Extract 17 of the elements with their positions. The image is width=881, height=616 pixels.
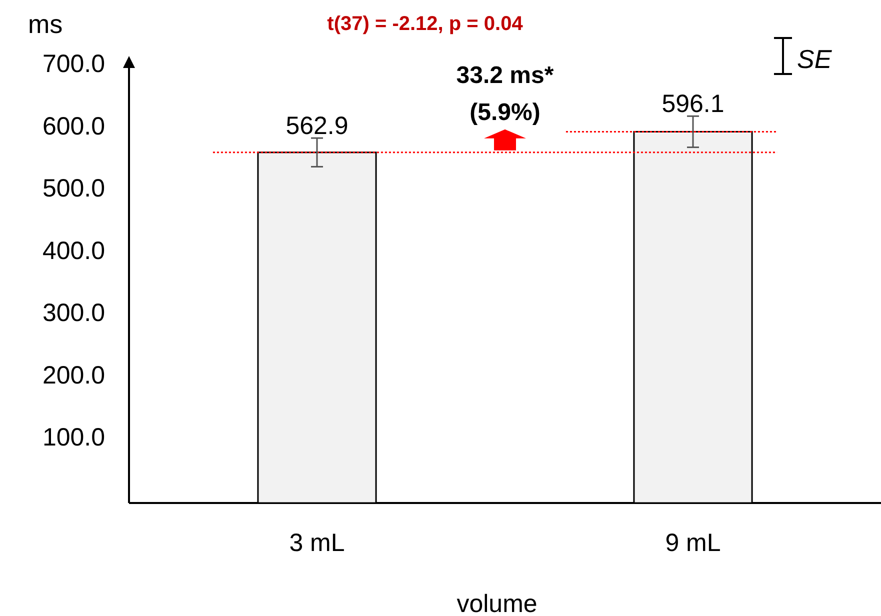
y-tick-label: 200.0 xyxy=(42,361,105,390)
annotation: 33.2 ms* xyxy=(456,62,554,89)
y-tick-label: 500.0 xyxy=(42,174,105,203)
y-tick-label: 600.0 xyxy=(42,112,105,140)
data-label: 562.9 xyxy=(286,112,348,140)
x-tick-label: 3 mL xyxy=(289,528,345,557)
x-axis-title: volume xyxy=(456,590,538,616)
annotation: SE xyxy=(797,44,832,74)
y-tick-label: 400.0 xyxy=(42,236,105,265)
y-tick-label: 300.0 xyxy=(42,299,105,328)
y-tick-label: 700.0 xyxy=(42,50,105,78)
annotation: (5.9%) xyxy=(470,99,540,126)
chart-title: t(37) = -2.12, p = 0.04 xyxy=(327,13,524,35)
x-tick-label: 9 mL xyxy=(665,528,721,557)
data-label: 596.1 xyxy=(662,90,724,118)
y-tick-label: 100.0 xyxy=(42,424,105,452)
y-axis-title: ms xyxy=(28,9,63,39)
